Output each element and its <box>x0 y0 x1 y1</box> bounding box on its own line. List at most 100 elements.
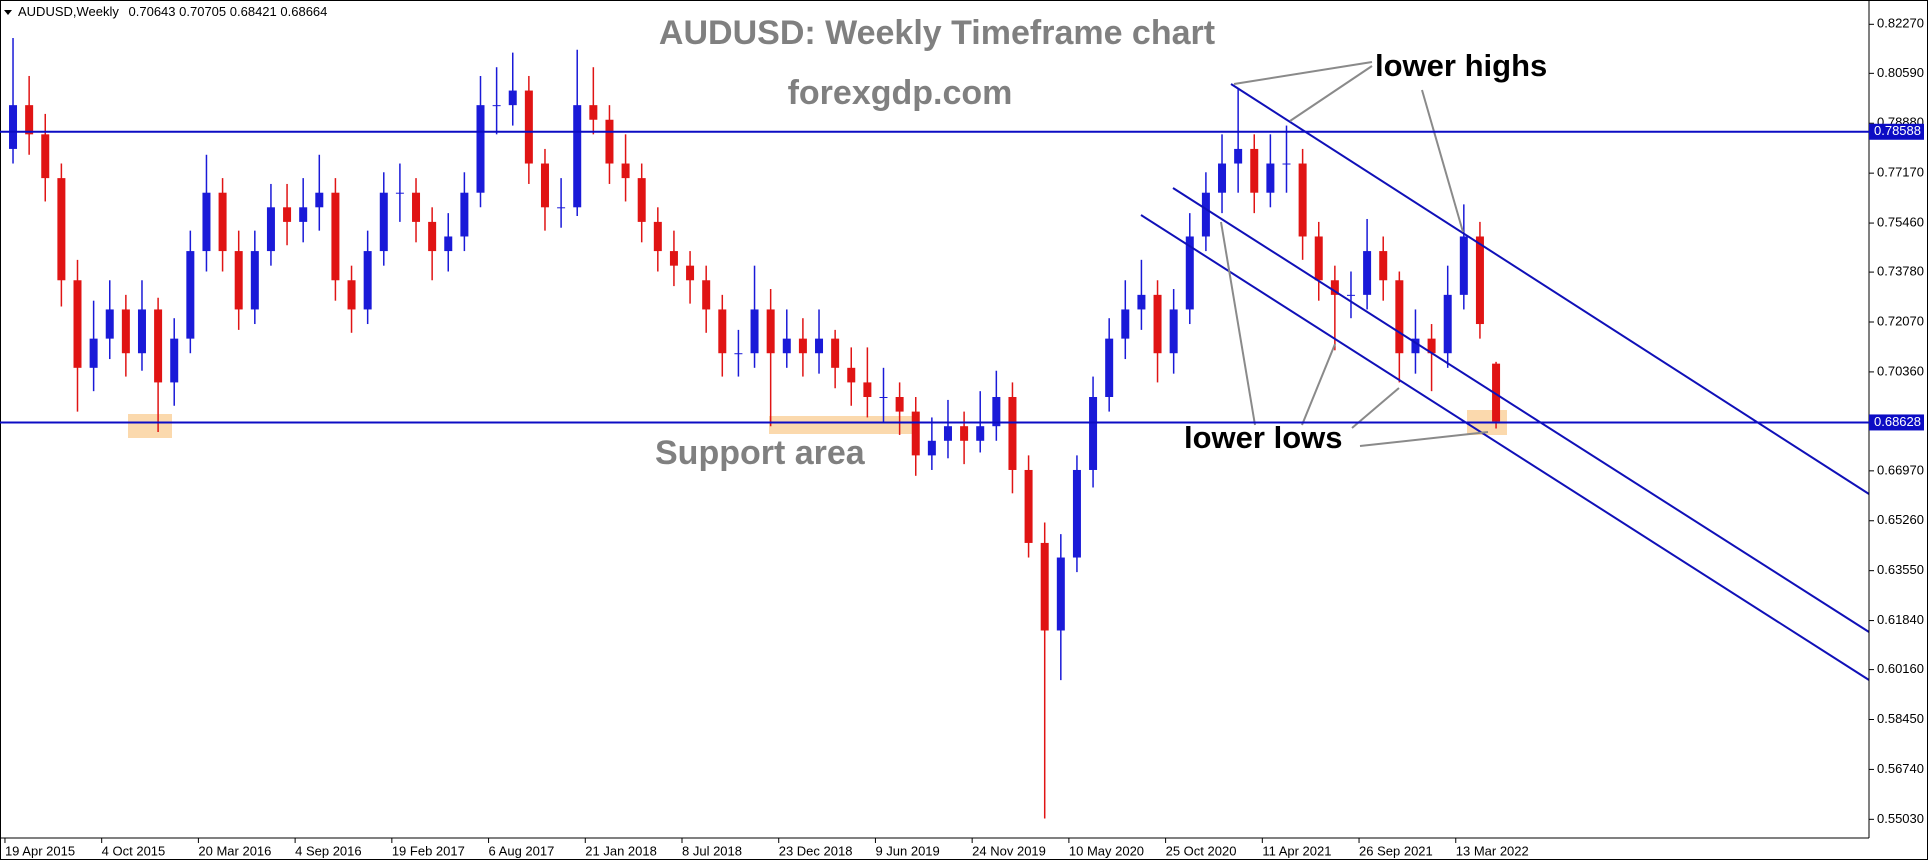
candle-body <box>121 309 130 354</box>
x-tick-label: 21 Jan 2018 <box>585 843 657 858</box>
candle-body <box>621 163 630 179</box>
arrow <box>1351 387 1400 429</box>
candle-body <box>508 90 517 106</box>
x-tick-label: 13 Mar 2022 <box>1456 843 1529 858</box>
candle-body <box>1201 192 1210 237</box>
candle-body <box>1492 363 1501 422</box>
candle-body <box>202 192 211 252</box>
lower-highs-label: lower highs <box>1375 48 1547 83</box>
candle-body <box>943 426 952 441</box>
candle-body <box>379 192 388 252</box>
x-tick-label: 4 Oct 2015 <box>102 843 166 858</box>
candle-body <box>1153 294 1162 354</box>
candle-body <box>573 105 582 208</box>
arrow <box>1289 65 1373 122</box>
candle-body <box>1363 251 1372 295</box>
candle-body <box>266 207 275 252</box>
candle-body <box>428 221 437 252</box>
chart-subtitle: forexgdp.com <box>788 74 1013 112</box>
candle-body <box>186 251 195 339</box>
candle-body <box>1282 163 1291 165</box>
candle-body <box>299 207 308 222</box>
y-tick-label: 0.73780 <box>1877 264 1924 279</box>
x-tick-label: 26 Sep 2021 <box>1359 843 1433 858</box>
x-tick-label: 6 Aug 2017 <box>489 843 555 858</box>
candle-body <box>73 280 82 368</box>
x-tick-label: 4 Sep 2016 <box>295 843 362 858</box>
arrow <box>1220 221 1256 426</box>
y-tick-label: 0.56740 <box>1877 761 1924 776</box>
header-open: 0.70643 <box>129 4 176 19</box>
menu-arrow[interactable] <box>4 10 12 15</box>
y-tick-label: 0.75460 <box>1877 214 1924 229</box>
y-tick-label: 0.80590 <box>1877 65 1924 80</box>
arrow <box>1359 431 1489 447</box>
candle-body <box>992 397 1001 427</box>
candle-body <box>1137 294 1146 310</box>
symbol: AUDUSD,Weekly <box>18 4 119 19</box>
candle-body <box>557 207 566 209</box>
candle-body <box>734 353 743 355</box>
candle-body <box>234 251 243 310</box>
y-tick-label: 0.77170 <box>1877 165 1924 180</box>
candle-body <box>782 338 791 354</box>
lower-lows-label: lower lows <box>1184 420 1342 455</box>
channel-line <box>1140 214 1870 681</box>
arrow <box>1233 61 1373 85</box>
candle-body <box>750 309 759 354</box>
candle-body <box>540 163 549 208</box>
channel-line <box>1230 83 1870 495</box>
candle-body <box>766 309 775 354</box>
candle-body <box>927 440 936 456</box>
y-tick-label: 0.65260 <box>1877 512 1924 527</box>
candle-body <box>57 178 66 281</box>
y-tick-label: 0.58450 <box>1877 711 1924 726</box>
y-tick-label: 0.66970 <box>1877 462 1924 477</box>
candle-body <box>218 192 227 252</box>
candle-body <box>315 192 324 208</box>
candle-body <box>1459 236 1468 295</box>
candle-body <box>863 382 872 398</box>
support-label: Support area <box>655 434 866 472</box>
y-tick-label: 0.82270 <box>1877 16 1924 31</box>
header-low: 0.68421 <box>230 4 277 19</box>
candle-body <box>718 309 727 354</box>
candle-body <box>1121 309 1130 339</box>
candle-body <box>524 90 533 164</box>
level-label-box <box>1869 414 1924 431</box>
y-tick-label: 0.63550 <box>1877 562 1924 577</box>
x-tick-label: 9 Jun 2019 <box>875 843 939 858</box>
candle-body <box>1411 338 1420 354</box>
candle-body <box>1105 338 1114 398</box>
candle-body <box>9 105 18 149</box>
candle-body <box>815 338 824 354</box>
candle-body <box>1379 251 1388 281</box>
y-tick-label: 0.70360 <box>1877 363 1924 378</box>
x-tick-label: 8 Jul 2018 <box>682 843 742 858</box>
candle-body <box>283 207 292 222</box>
x-tick-label: 23 Dec 2018 <box>779 843 853 858</box>
candle-body <box>702 280 711 310</box>
candle-body <box>460 192 469 237</box>
chart-header: AUDUSD,Weekly 0.70643 0.70705 0.68421 0.… <box>18 4 327 19</box>
y-tick-label: 0.72070 <box>1877 313 1924 328</box>
level-label: 0.68628 <box>1874 414 1921 429</box>
arrow <box>1301 343 1336 426</box>
candle-body <box>911 411 920 456</box>
x-tick-label: 19 Feb 2017 <box>392 843 465 858</box>
candle-body <box>1218 163 1227 193</box>
candle-body <box>1346 294 1355 296</box>
candle-body <box>831 338 840 368</box>
arrows <box>1220 61 1489 447</box>
header-close: 0.68664 <box>280 4 327 19</box>
candle-body <box>395 192 404 194</box>
candle-body <box>1475 236 1484 325</box>
candle-body <box>1008 397 1017 470</box>
candle-body <box>105 309 114 339</box>
candle-body <box>798 338 807 354</box>
x-tick-label: 11 Apr 2021 <box>1262 843 1331 858</box>
candle-body <box>669 251 678 266</box>
candle-body <box>1169 309 1178 354</box>
candle-body <box>331 192 340 281</box>
